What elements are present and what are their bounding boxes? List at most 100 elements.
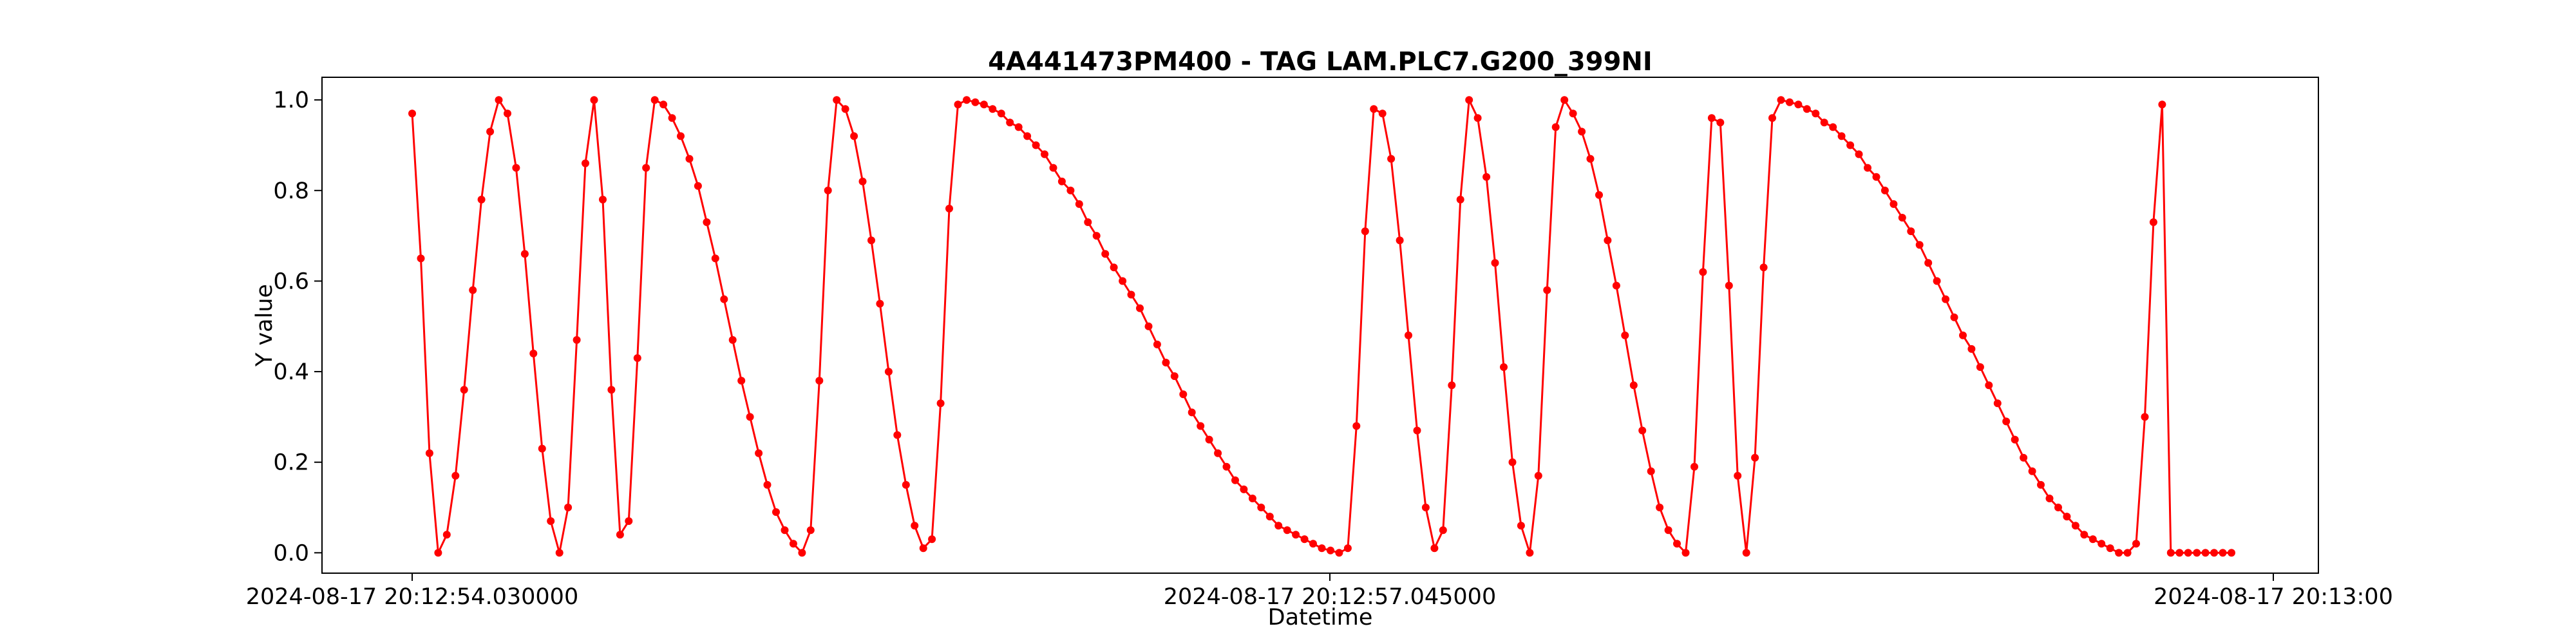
data-point <box>1500 363 1508 371</box>
data-point <box>867 236 875 245</box>
y-axis-ticks: 0.0 0.2 0.4 0.6 0.8 1.0 <box>273 88 322 566</box>
data-point <box>2158 100 2166 109</box>
data-point <box>1569 109 1577 118</box>
data-point <box>1170 372 1179 381</box>
data-point <box>2210 549 2219 557</box>
data-point <box>971 98 980 106</box>
data-point <box>1144 322 1153 330</box>
data-point <box>504 109 511 118</box>
data-point <box>2193 549 2201 557</box>
data-point <box>529 349 538 357</box>
data-point <box>1604 236 1612 245</box>
data-point <box>720 295 728 303</box>
data-point <box>650 96 659 104</box>
data-point <box>477 195 486 204</box>
data-point <box>625 517 633 526</box>
data-point <box>2028 467 2036 475</box>
data-point <box>824 186 832 194</box>
data-point <box>2201 549 2210 557</box>
data-point <box>408 109 416 118</box>
data-point <box>1214 449 1222 457</box>
data-point <box>919 544 927 553</box>
data-point <box>1300 535 1309 544</box>
data-point <box>1759 263 1768 272</box>
data-point <box>1725 281 1733 290</box>
y-tick-label: 1.0 <box>273 88 309 113</box>
data-point <box>1482 173 1491 181</box>
data-point <box>434 549 442 557</box>
data-point <box>520 250 529 258</box>
data-point <box>2141 413 2149 421</box>
data-point <box>772 508 780 516</box>
data-point <box>2054 504 2062 511</box>
data-point <box>1309 540 1317 548</box>
data-point <box>1959 331 1967 339</box>
data-point <box>1119 277 1127 285</box>
data-point <box>1846 141 1855 149</box>
data-point <box>1370 105 1378 113</box>
data-point <box>685 155 694 163</box>
data-point <box>1595 191 1603 199</box>
data-point <box>1153 340 1161 348</box>
data-point <box>989 105 997 113</box>
data-point <box>1101 250 1110 258</box>
data-point <box>876 299 884 308</box>
data-point <box>737 377 746 385</box>
data-point <box>980 100 988 109</box>
data-point <box>1985 381 1993 390</box>
data-point <box>1292 531 1300 539</box>
data-point <box>911 522 919 530</box>
data-point <box>789 540 797 548</box>
data-point <box>1681 549 1690 557</box>
data-point <box>1656 504 1664 511</box>
data-point <box>1343 544 1352 553</box>
data-point <box>850 132 858 140</box>
data-point <box>1534 471 1542 480</box>
data-point <box>1837 132 1846 140</box>
data-point <box>2219 549 2227 557</box>
data-point <box>1006 118 1014 127</box>
data-point <box>858 177 867 185</box>
data-point <box>2149 218 2157 226</box>
data-point <box>2106 544 2114 553</box>
data-point <box>1032 141 1040 149</box>
data-point <box>1785 98 1794 106</box>
data-point <box>2115 549 2123 557</box>
data-point <box>755 449 763 457</box>
data-point <box>668 114 676 122</box>
data-point <box>1066 186 1075 194</box>
data-point <box>1491 259 1499 267</box>
data-point <box>1967 345 1976 353</box>
data-point <box>1803 105 1811 113</box>
data-point <box>1629 381 1638 390</box>
data-point <box>936 399 945 408</box>
data-point <box>2071 522 2079 530</box>
data-point <box>1057 177 1066 185</box>
data-point <box>1898 214 1906 222</box>
data-point <box>1907 227 1915 236</box>
data-point <box>2132 540 2140 548</box>
data-point <box>1880 186 1889 194</box>
data-point <box>815 377 824 385</box>
data-point <box>642 164 650 172</box>
data-point <box>1352 422 1361 430</box>
data-point <box>1257 504 1265 511</box>
data-point <box>1387 155 1396 163</box>
data-point <box>2011 435 2019 444</box>
data-point <box>1526 549 1534 557</box>
data-point <box>1421 504 1430 511</box>
data-point <box>2037 480 2045 489</box>
data-point <box>841 105 849 113</box>
data-point <box>659 100 668 109</box>
data-point <box>1205 435 1213 444</box>
data-point <box>1473 114 1482 122</box>
x-axis-label: Datetime <box>1268 605 1373 630</box>
data-point <box>1664 526 1672 535</box>
data-point <box>1274 522 1283 530</box>
data-point <box>469 286 477 294</box>
data-point <box>1378 109 1387 118</box>
data-point <box>711 254 719 263</box>
data-point <box>1283 526 1291 535</box>
data-point <box>2020 453 2028 462</box>
data-point <box>1023 132 1032 140</box>
